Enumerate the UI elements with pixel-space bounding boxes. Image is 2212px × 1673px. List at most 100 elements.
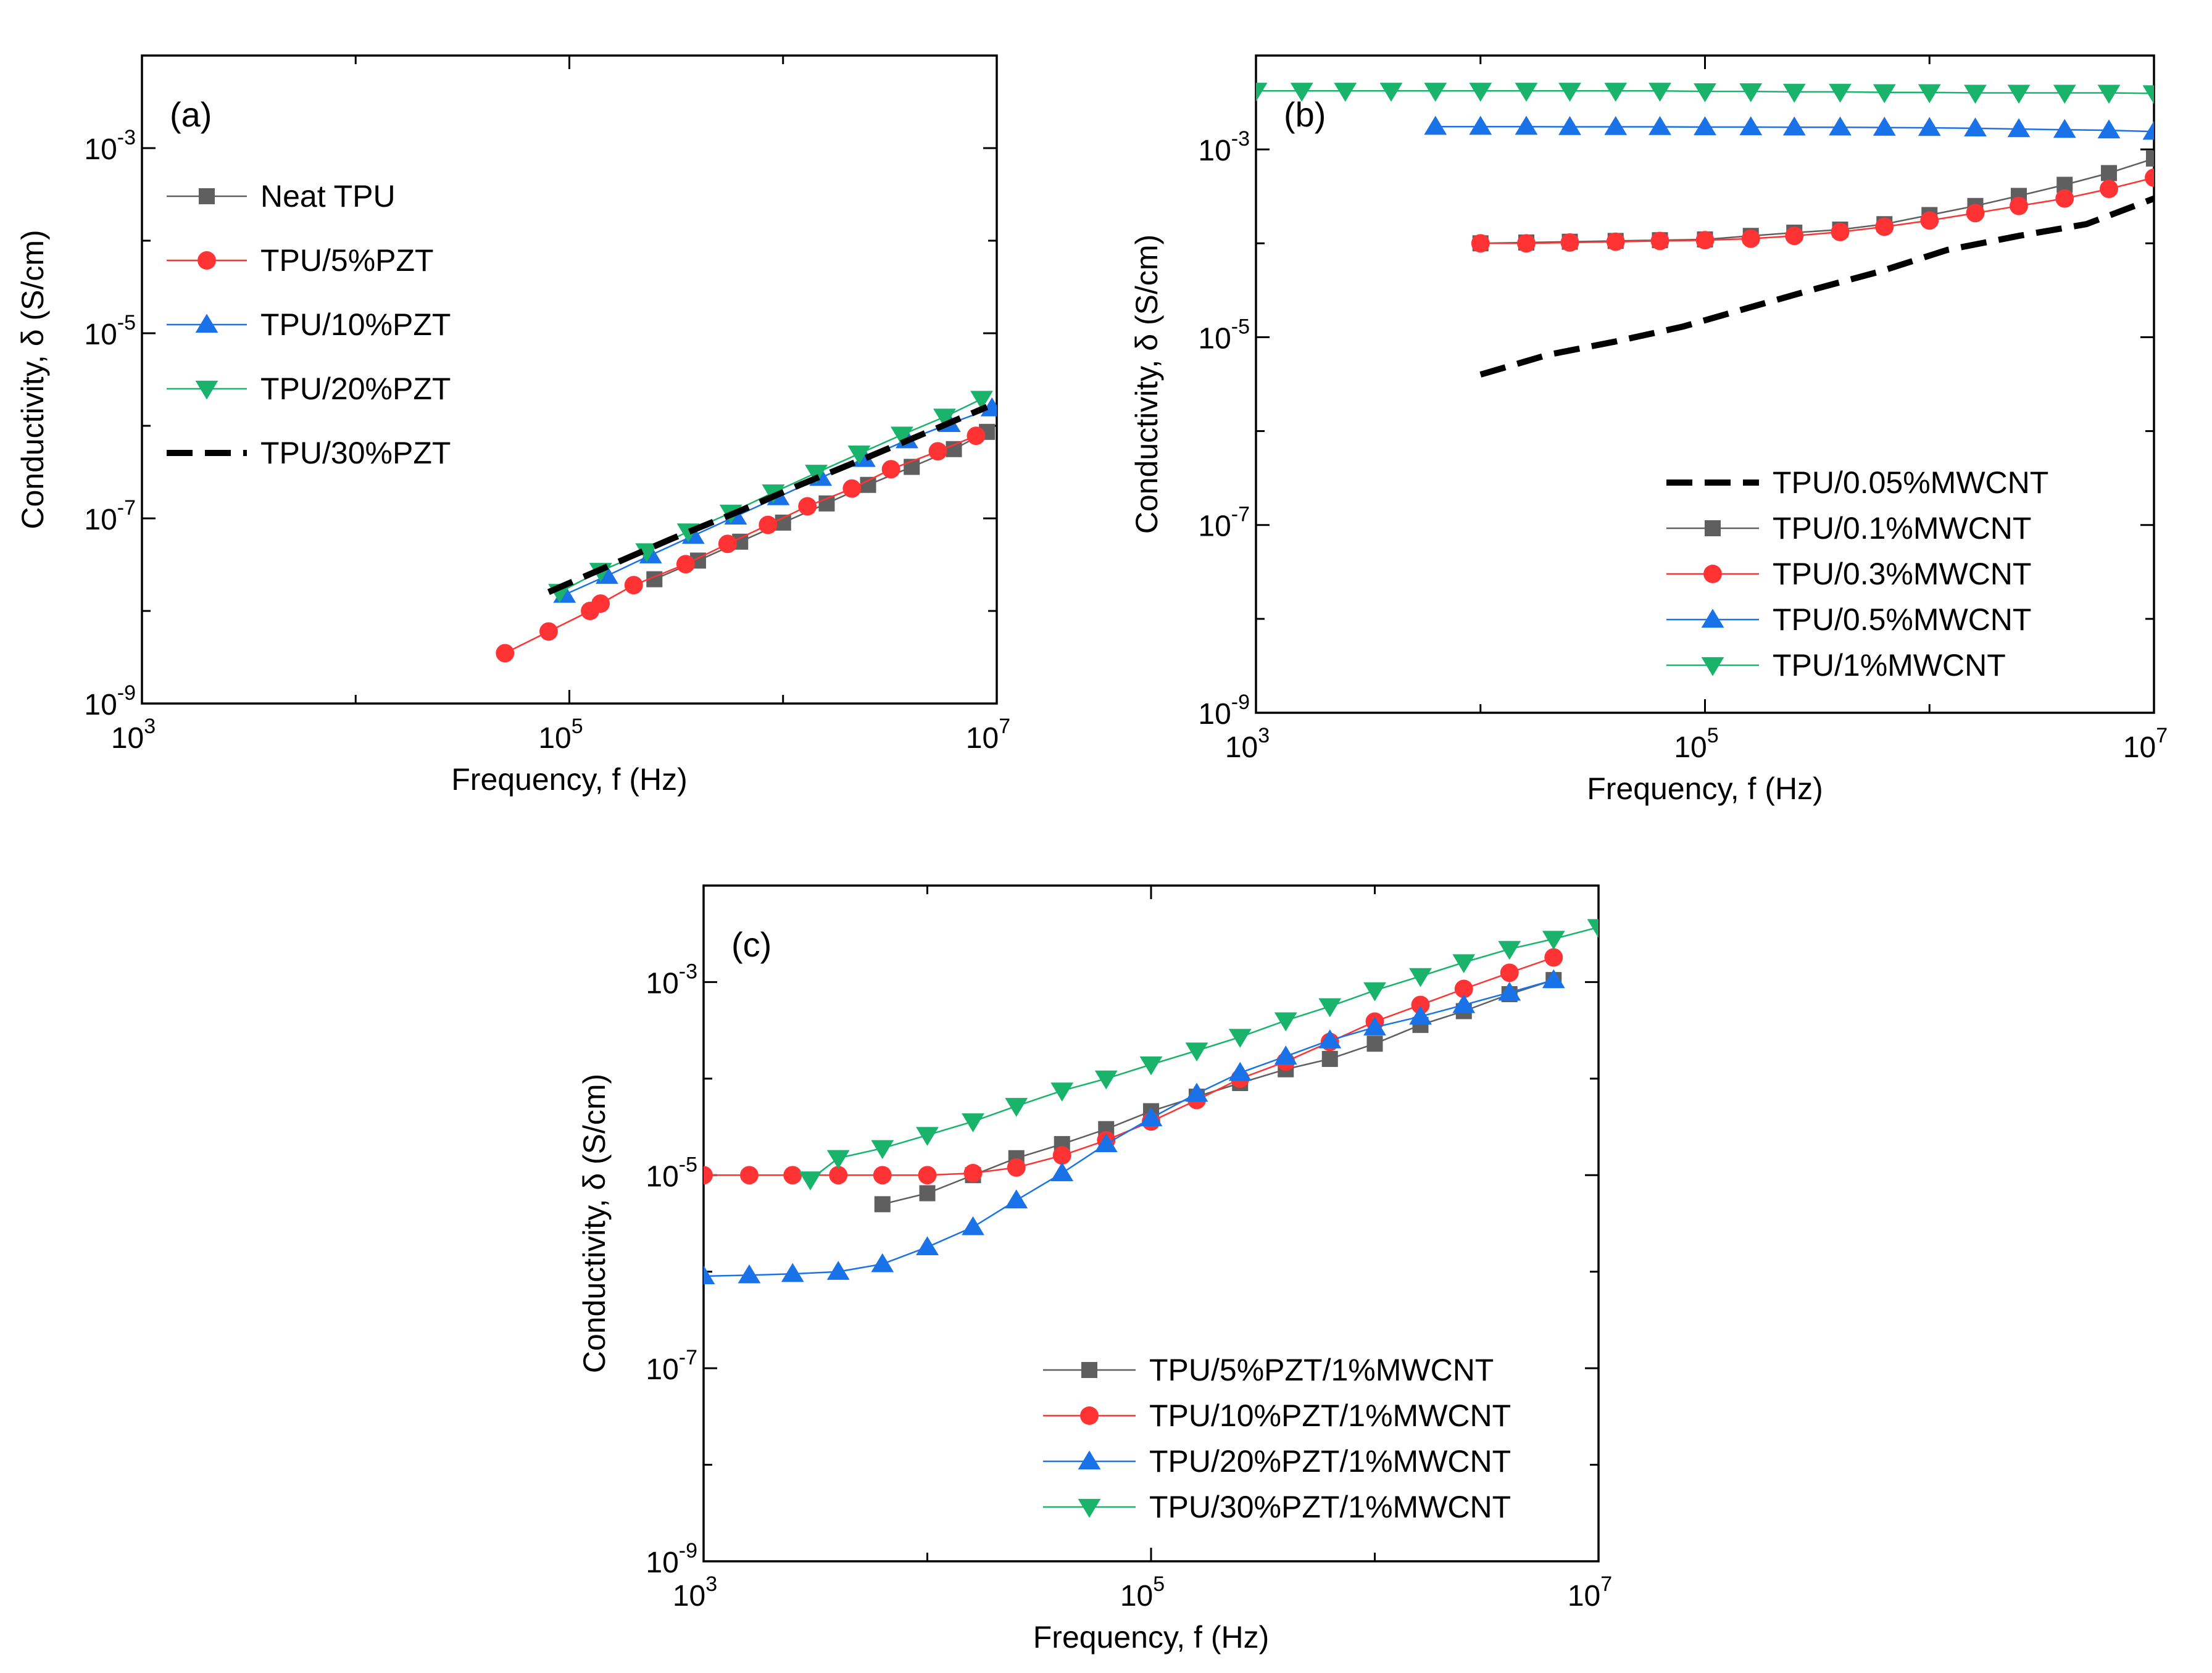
data-point <box>1500 963 1519 982</box>
x-tick-label: 105 <box>538 715 583 755</box>
data-point <box>963 1164 983 1182</box>
y-tick-exponent: -7 <box>117 496 136 520</box>
data-point <box>759 515 778 534</box>
data-point <box>1139 1107 1163 1126</box>
data-point <box>916 1127 939 1146</box>
y-tick-exponent: -3 <box>679 960 697 983</box>
data-point <box>1606 232 1625 251</box>
data-point <box>740 1166 759 1185</box>
series-line <box>1479 196 2154 378</box>
data-point <box>1741 229 1760 248</box>
data-point <box>2007 118 2031 138</box>
x-tick-label: 103 <box>111 715 156 755</box>
data-point <box>1094 1133 1118 1153</box>
data-point <box>1007 1158 1026 1177</box>
x-axis-title: Frequency, f (Hz) <box>451 762 688 797</box>
data-point <box>847 445 871 465</box>
y-tick-label: 10-9 <box>646 1539 697 1579</box>
data-point <box>871 1253 894 1272</box>
x-tick-label: 105 <box>1674 724 1718 764</box>
data-point <box>1452 994 1476 1013</box>
data-point <box>1515 83 1538 102</box>
data-point <box>1873 84 1896 104</box>
series-tpu-0-05-mwcnt <box>1479 196 2154 378</box>
data-point <box>1782 83 1806 103</box>
data-point <box>1694 116 1716 136</box>
legend-item: TPU/5%PZT <box>167 243 434 278</box>
x-tick-base: 10 <box>1225 731 1258 764</box>
legend-b: TPU/0.05%MWCNT TPU/0.1%MWCNT TPU/0.3%MWCNT… <box>1666 465 2048 683</box>
data-point <box>1005 1189 1028 1209</box>
data-point <box>1649 115 1671 135</box>
data-point <box>1185 1042 1208 1062</box>
data-point <box>874 1196 891 1213</box>
data-point <box>970 391 993 410</box>
plot-frame-b <box>1255 54 2155 714</box>
y-tick-label: 10-3 <box>84 126 136 166</box>
series-group-c <box>704 919 1599 1285</box>
legend-item: TPU/0.5%MWCNT <box>1666 602 2031 637</box>
x-tick-label: 103 <box>1225 724 1270 764</box>
legend-marker <box>1080 1406 1099 1425</box>
y-tick-label: 10-5 <box>84 311 136 351</box>
data-point <box>962 1113 984 1132</box>
y-tick-base: 10 <box>1198 698 1231 731</box>
data-point <box>1544 948 1563 967</box>
x-tick-exponent: 3 <box>144 715 156 738</box>
data-point <box>842 479 862 498</box>
x-tick-base: 10 <box>2123 731 2156 764</box>
legend-label: TPU/0.5%MWCNT <box>1773 602 2031 637</box>
y-tick-exponent: -3 <box>117 126 136 149</box>
data-point <box>1785 226 1804 246</box>
data-point <box>1694 83 1716 102</box>
legend-marker <box>1703 565 1722 583</box>
y-tick-label: 10-3 <box>1198 127 1250 167</box>
data-point <box>2101 165 2118 181</box>
data-point <box>1649 83 1671 102</box>
legend-label: TPU/5%PZT <box>260 243 434 278</box>
data-point <box>2055 189 2074 208</box>
y-tick-base: 10 <box>84 504 117 536</box>
data-point <box>1290 83 1313 102</box>
data-point <box>539 622 558 641</box>
data-point <box>1366 1036 1383 1052</box>
data-point <box>2007 85 2031 104</box>
data-point <box>2053 85 2076 104</box>
data-point <box>1471 234 1490 253</box>
data-point <box>1587 919 1599 939</box>
data-point <box>1411 995 1430 1015</box>
data-point <box>829 1166 848 1185</box>
legend-marker <box>1081 1362 1097 1378</box>
x-axis-title: Frequency, f (Hz) <box>1587 771 1823 806</box>
data-point <box>1318 998 1342 1018</box>
y-tick-base: 10 <box>84 318 117 351</box>
y-tick-exponent: -7 <box>1231 503 1250 526</box>
y-tick-base: 10 <box>1198 135 1231 167</box>
series-tpu-0-3-mwcnt <box>1471 168 2154 253</box>
data-point <box>1604 83 1628 102</box>
y-tick-label: 10-7 <box>84 496 136 536</box>
legend-item: TPU/1%MWCNT <box>1666 648 2006 683</box>
x-axis-title: Frequency, f (Hz) <box>1033 1620 1270 1654</box>
legend-item: TPU/20%PZT/1%MWCNT <box>1043 1444 1511 1479</box>
legend-item: TPU/20%PZT <box>167 372 451 406</box>
legend-item: TPU/30%PZT/1%MWCNT <box>1043 1490 1511 1524</box>
data-point <box>916 1236 939 1255</box>
data-point <box>1094 1070 1118 1090</box>
y-tick-exponent: -9 <box>117 681 136 705</box>
plot-frame-c <box>702 884 1600 1563</box>
data-point <box>1829 83 1852 103</box>
legend-item: TPU/30%PZT <box>167 436 451 470</box>
x-tick-base: 10 <box>1120 1580 1153 1613</box>
y-tick-exponent: -3 <box>1231 127 1250 151</box>
y-tick-base: 10 <box>646 1160 678 1193</box>
data-point <box>967 426 986 446</box>
data-point <box>2146 150 2154 167</box>
data-point <box>1964 117 1987 137</box>
legend-label: TPU/20%PZT <box>260 372 451 406</box>
data-point <box>1274 1045 1297 1065</box>
data-point <box>1782 116 1806 136</box>
x-tick-exponent: 5 <box>572 715 583 738</box>
